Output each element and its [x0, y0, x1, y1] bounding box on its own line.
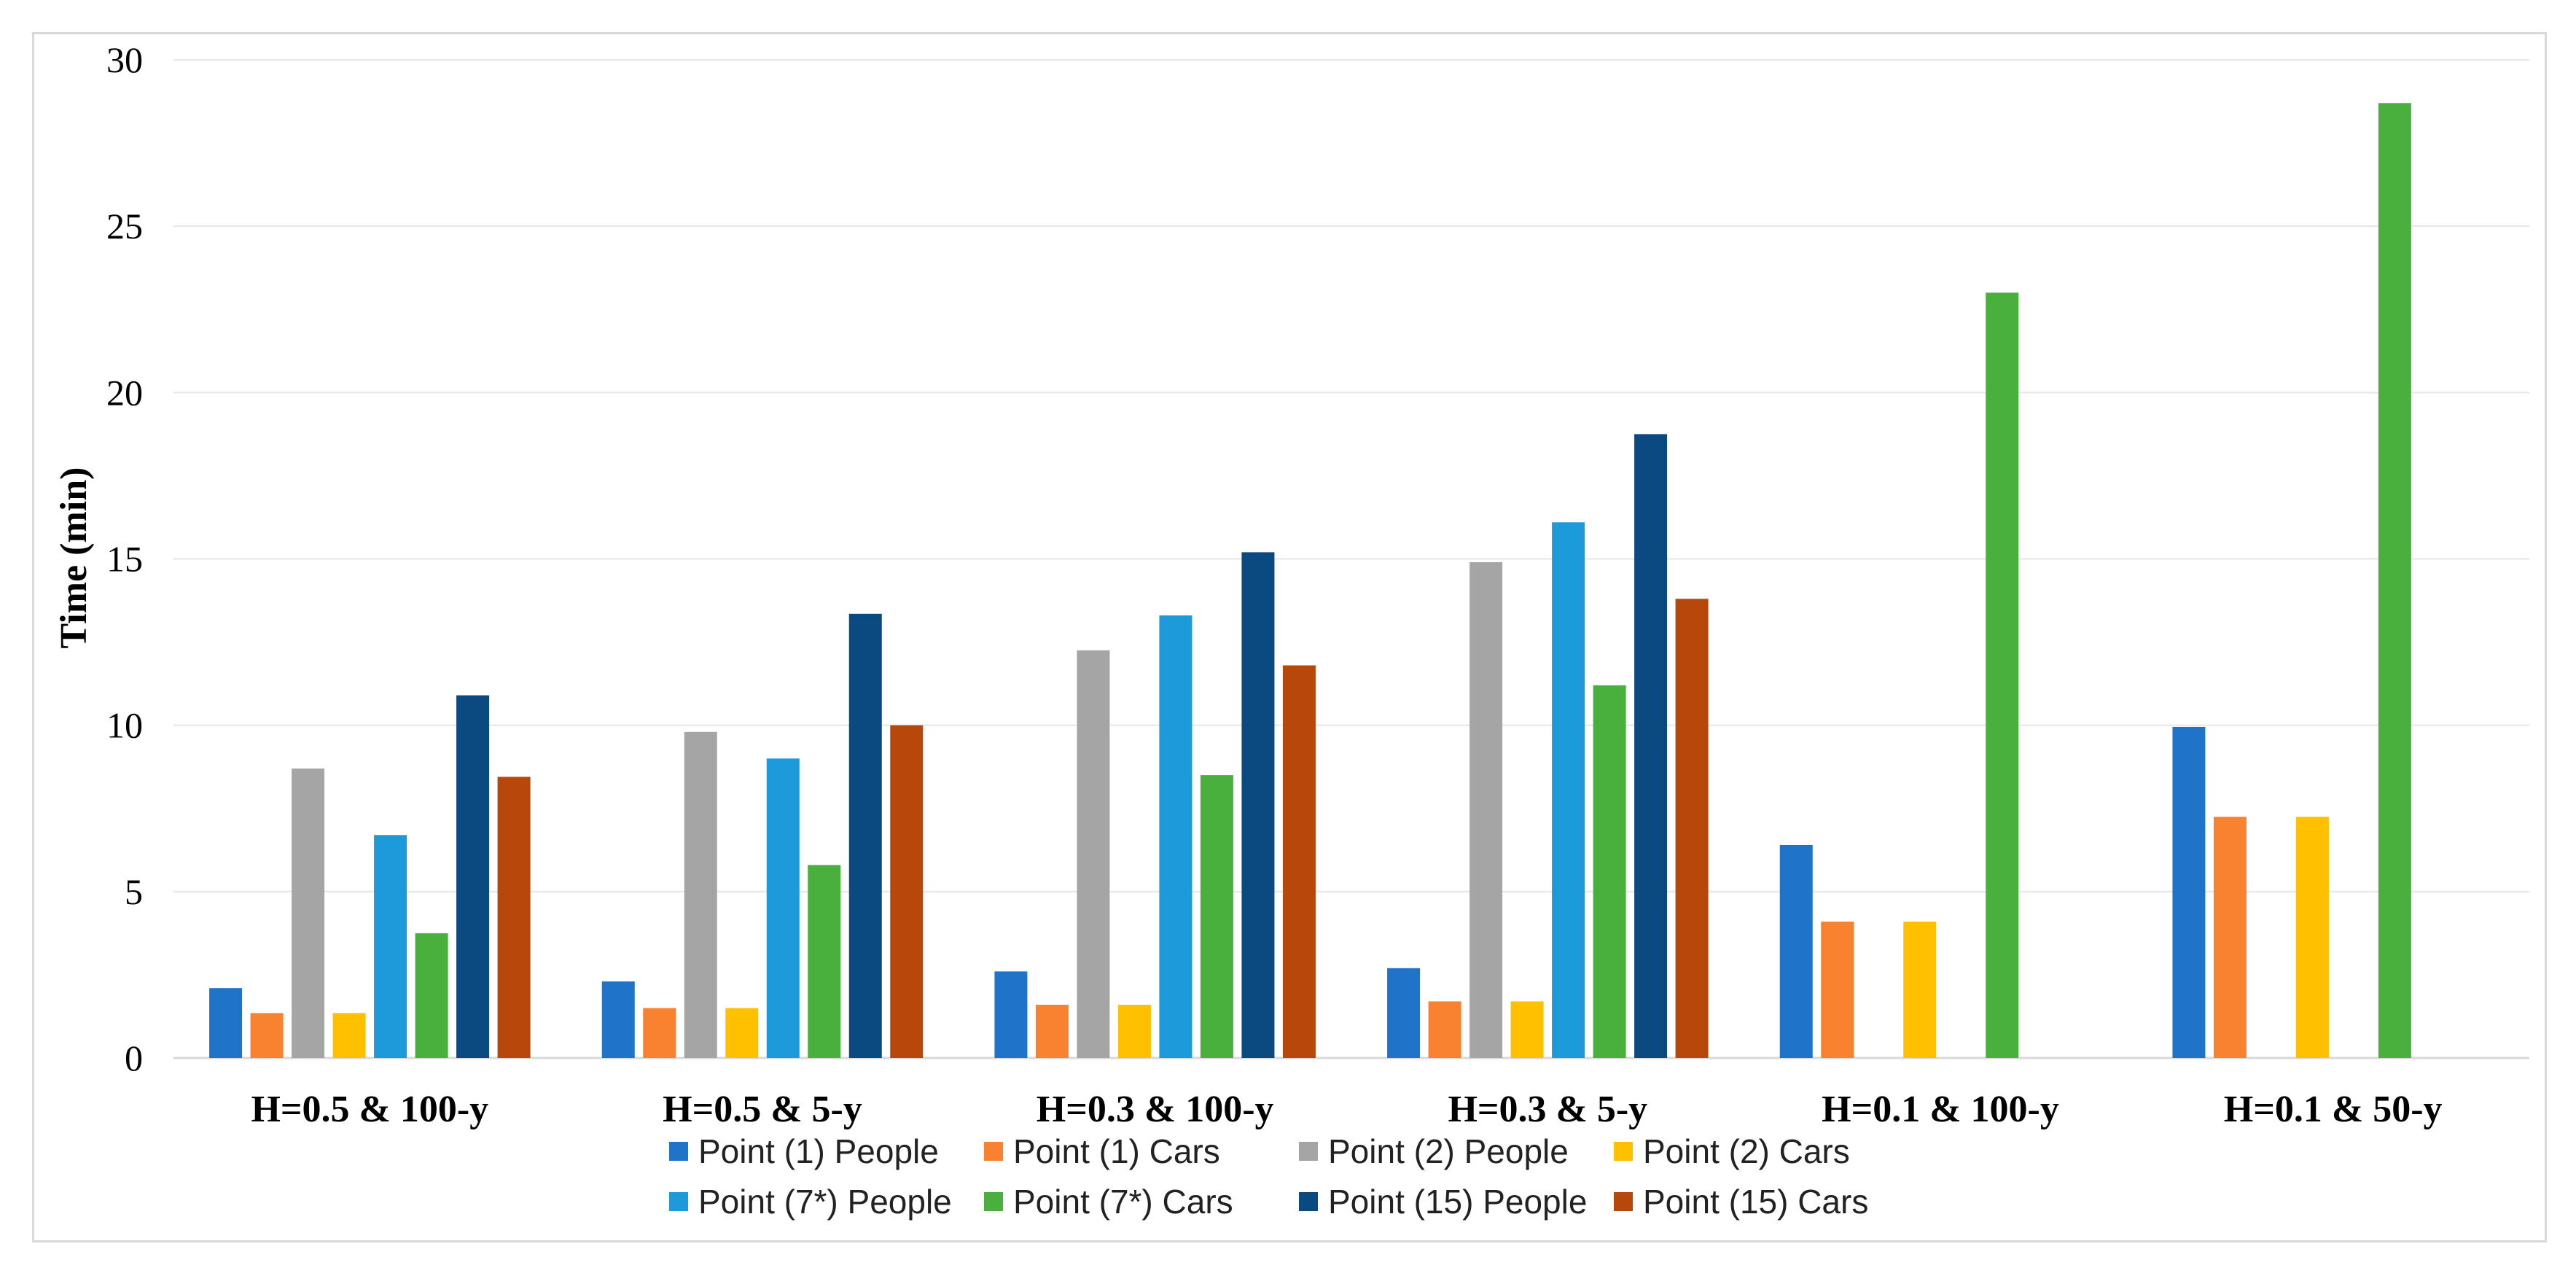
bar	[209, 988, 243, 1058]
legend-swatch	[669, 1192, 688, 1211]
bar	[725, 1008, 759, 1058]
legend-swatch	[1614, 1192, 1633, 1211]
x-category-label: H=0.1 & 100-y	[1822, 1089, 2059, 1130]
bar	[1821, 921, 1854, 1058]
y-tick-label: 25	[106, 206, 143, 246]
bar	[808, 865, 841, 1058]
legend-item: Point (7*) People	[669, 1183, 952, 1221]
bar	[1675, 599, 1709, 1058]
bar	[1241, 552, 1275, 1058]
x-category-label: H=0.1 & 50-y	[2224, 1089, 2443, 1130]
legend-label: Point (7*) People	[698, 1183, 952, 1221]
legend-item: Point (7*) Cars	[984, 1183, 1233, 1221]
bar	[1470, 562, 1503, 1058]
legend-swatch	[984, 1142, 1003, 1161]
legend: Point (1) People Point (1) Cars Point (2) …	[669, 1132, 1868, 1221]
legend-swatch	[1299, 1142, 1318, 1161]
bar	[1510, 1001, 1544, 1058]
bar	[890, 725, 924, 1058]
bar	[497, 777, 531, 1058]
legend-label: Point (2) Cars	[1643, 1132, 1850, 1170]
legend-label: Point (2) People	[1328, 1132, 1569, 1170]
x-category-label: H=0.3 & 100-y	[1037, 1089, 1274, 1130]
legend-label: Point (1) Cars	[1013, 1132, 1220, 1170]
bar	[1428, 1001, 1461, 1058]
bar	[1077, 650, 1110, 1058]
bar	[374, 835, 407, 1058]
bar	[292, 768, 325, 1058]
x-category-label: H=0.3 & 5-y	[1448, 1089, 1647, 1130]
bar	[848, 613, 882, 1058]
y-tick-label: 30	[106, 39, 143, 80]
bar	[415, 933, 448, 1058]
y-tick-label: 0	[125, 1038, 143, 1078]
bar	[1986, 292, 2019, 1058]
bar	[1035, 1004, 1069, 1058]
bar	[1200, 775, 1233, 1058]
legend-item: Point (2) People	[1299, 1132, 1569, 1170]
bar	[456, 695, 490, 1058]
bar	[2213, 817, 2247, 1058]
bar	[1779, 844, 1813, 1058]
bar	[766, 758, 800, 1058]
legend-swatch	[1299, 1192, 1318, 1211]
x-category-label: H=0.5 & 5-y	[663, 1089, 862, 1130]
bar	[601, 981, 635, 1058]
y-tick-label: 20	[106, 372, 143, 413]
legend-item: Point (1) Cars	[984, 1132, 1220, 1170]
legend-item: Point (15) Cars	[1614, 1183, 1868, 1221]
bar	[1387, 968, 1421, 1058]
bar	[1634, 434, 1668, 1058]
y-axis-title: Time (min)	[53, 467, 95, 649]
bar	[1903, 921, 1937, 1058]
bar	[2172, 726, 2206, 1058]
bars	[209, 103, 2411, 1058]
x-category-label: H=0.5 & 100-y	[251, 1089, 488, 1130]
legend-item: Point (15) People	[1299, 1183, 1587, 1221]
legend-label: Point (15) Cars	[1643, 1183, 1868, 1221]
bar	[1593, 685, 1626, 1058]
bar	[1117, 1004, 1151, 1058]
x-axis-categories: H=0.5 & 100-y H=0.5 & 5-y H=0.3 & 100-y H=0…	[251, 1089, 2442, 1130]
legend-label: Point (15) People	[1328, 1183, 1587, 1221]
bar	[684, 731, 717, 1058]
legend-swatch	[669, 1142, 688, 1161]
bar	[1159, 615, 1193, 1058]
bar	[1282, 665, 1316, 1058]
bar	[643, 1008, 676, 1058]
gridlines	[173, 59, 2529, 892]
legend-item: Point (2) Cars	[1614, 1132, 1850, 1170]
y-tick-label: 10	[106, 705, 143, 746]
bar	[994, 971, 1028, 1058]
y-tick-label: 15	[106, 539, 143, 580]
legend-swatch	[984, 1192, 1003, 1211]
bar	[2295, 817, 2329, 1058]
bar	[1552, 522, 1585, 1058]
legend-label: Point (1) People	[698, 1132, 939, 1170]
bar	[2378, 103, 2411, 1058]
legend-label: Point (7*) Cars	[1013, 1183, 1233, 1221]
legend-swatch	[1614, 1142, 1633, 1161]
bar	[250, 1013, 284, 1058]
y-axis-ticks: 0 5 10 15 20 25 30	[106, 39, 143, 1078]
legend-item: Point (1) People	[669, 1132, 939, 1170]
y-tick-label: 5	[125, 871, 143, 912]
bar	[332, 1013, 366, 1058]
